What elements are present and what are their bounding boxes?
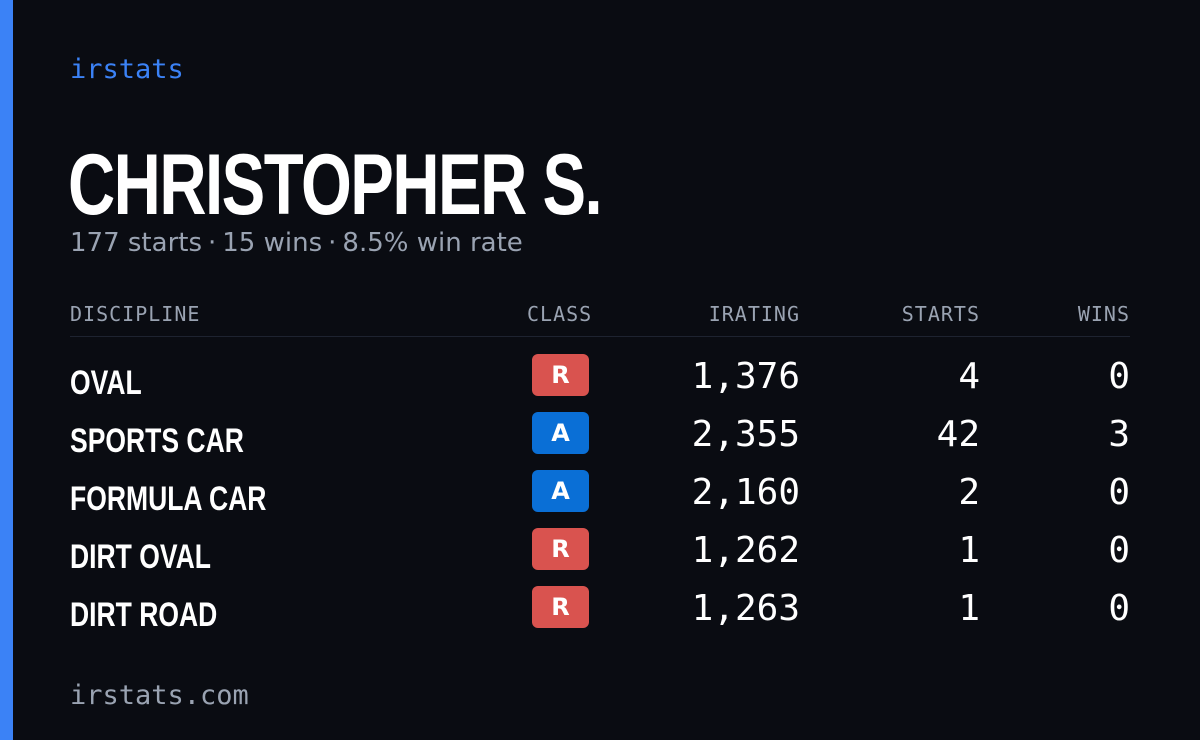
column-header-class: CLASS	[527, 302, 593, 326]
summary-separator: ·	[208, 228, 217, 258]
table-row: OVAL R 1,376 4 0	[0, 354, 1200, 412]
irating-value: 1,262	[691, 530, 800, 571]
header-divider	[70, 336, 1130, 337]
discipline-label: SPORTS CAR	[70, 422, 244, 460]
starts-value: 2	[958, 472, 980, 513]
driver-name: CHRISTOPHER S.	[68, 137, 603, 233]
starts-value: 4	[958, 356, 980, 397]
wins-value: 0	[1108, 588, 1130, 629]
summary-starts: 177 starts	[70, 228, 202, 258]
wins-value: 0	[1108, 356, 1130, 397]
irating-value: 1,263	[691, 588, 800, 629]
table-row: SPORTS CAR A 2,355 42 3	[0, 412, 1200, 470]
column-header-irating: IRATING	[708, 302, 800, 326]
column-header-starts: STARTS	[901, 302, 980, 326]
starts-value: 42	[936, 414, 980, 455]
footer-url[interactable]: irstats.com	[70, 680, 249, 711]
wins-value: 0	[1108, 472, 1130, 513]
class-badge: R	[532, 586, 589, 628]
discipline-label: DIRT OVAL	[70, 538, 211, 576]
discipline-label: FORMULA CAR	[70, 480, 267, 518]
accent-bar	[0, 0, 13, 740]
irating-value: 1,376	[691, 356, 800, 397]
wins-value: 3	[1108, 414, 1130, 455]
brand-logo: irstats	[70, 54, 184, 85]
class-badge: A	[532, 470, 589, 512]
class-badge: R	[532, 528, 589, 570]
column-header-wins: WINS	[1077, 302, 1130, 326]
column-header-discipline: DISCIPLINE	[70, 302, 201, 326]
discipline-label: OVAL	[70, 364, 142, 402]
class-badge: R	[532, 354, 589, 396]
irating-value: 2,160	[691, 472, 800, 513]
summary-separator: ·	[328, 228, 337, 258]
irating-value: 2,355	[691, 414, 800, 455]
table-row: FORMULA CAR A 2,160 2 0	[0, 470, 1200, 528]
starts-value: 1	[958, 588, 980, 629]
table-row: DIRT OVAL R 1,262 1 0	[0, 528, 1200, 586]
starts-value: 1	[958, 530, 980, 571]
discipline-label: DIRT ROAD	[70, 596, 218, 634]
wins-value: 0	[1108, 530, 1130, 571]
summary-win-rate: 8.5% win rate	[342, 228, 523, 258]
table-row: DIRT ROAD R 1,263 1 0	[0, 586, 1200, 644]
class-badge: A	[532, 412, 589, 454]
driver-summary: 177 starts · 15 wins · 8.5% win rate	[70, 228, 523, 258]
summary-wins: 15 wins	[222, 228, 323, 258]
